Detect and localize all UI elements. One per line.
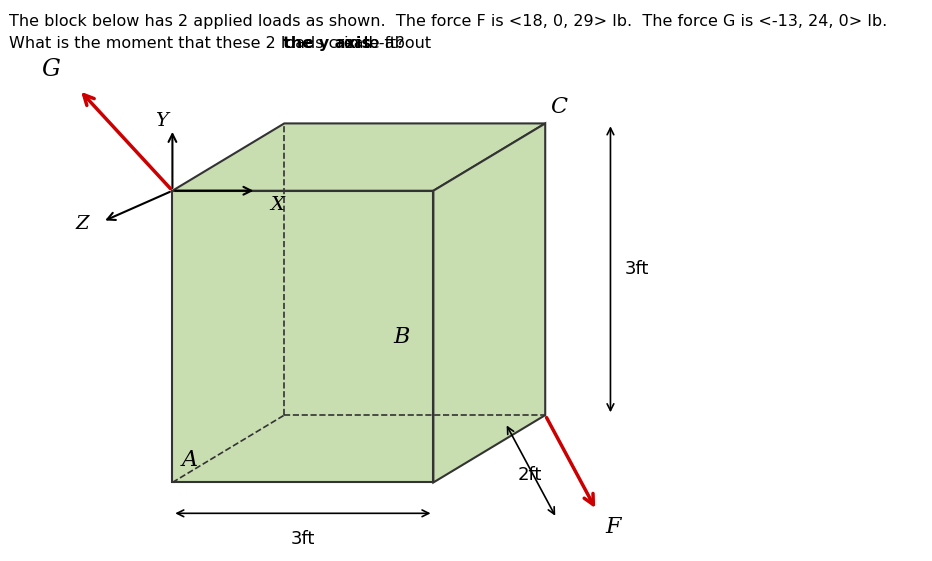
Text: F: F: [606, 516, 622, 538]
Text: Z: Z: [75, 215, 89, 233]
Text: C: C: [550, 96, 567, 118]
Text: G: G: [42, 58, 61, 81]
Text: A: A: [182, 449, 198, 471]
Text: the y axis: the y axis: [282, 36, 371, 52]
Polygon shape: [172, 191, 433, 482]
Text: The block below has 2 applied loads as shown.  The force F is <18, 0, 29> lb.  T: The block below has 2 applied loads as s…: [9, 14, 887, 29]
Text: What is the moment that these 2 loads create about: What is the moment that these 2 loads cr…: [9, 36, 436, 52]
Polygon shape: [433, 123, 545, 482]
Text: 3ft: 3ft: [291, 530, 315, 548]
Text: 2ft: 2ft: [518, 466, 542, 484]
Text: Y: Y: [155, 112, 168, 130]
Polygon shape: [172, 123, 545, 191]
Text: X: X: [270, 196, 284, 214]
Text: 3ft: 3ft: [624, 260, 649, 278]
Text: in lb-ft?: in lb-ft?: [338, 36, 404, 52]
Text: B: B: [393, 325, 410, 348]
